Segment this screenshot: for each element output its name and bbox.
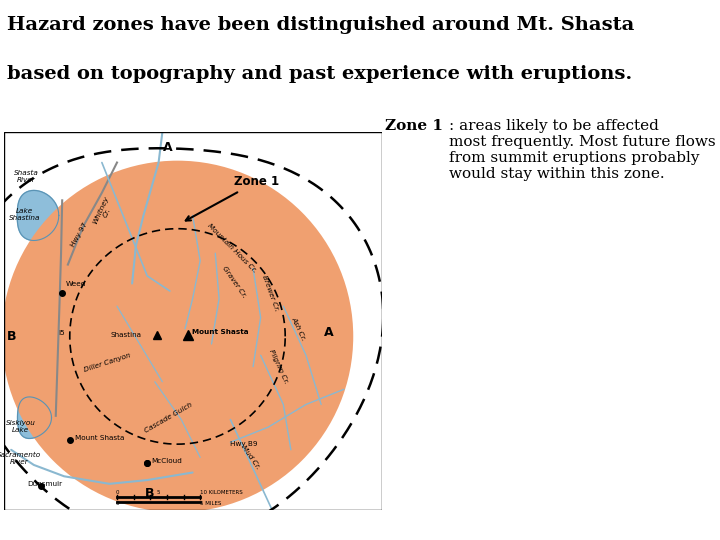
Text: Hazard zones have been distinguished around Mt. Shasta: Hazard zones have been distinguished aro… xyxy=(7,16,634,34)
Circle shape xyxy=(134,293,221,380)
Text: Mount Shasta: Mount Shasta xyxy=(76,435,125,442)
Text: Whitney
Cr.: Whitney Cr. xyxy=(91,195,116,228)
Circle shape xyxy=(1,160,354,512)
Text: B: B xyxy=(145,487,154,500)
Text: 5: 5 xyxy=(157,490,161,495)
Text: Sacramento
River: Sacramento River xyxy=(0,451,41,465)
Polygon shape xyxy=(17,397,52,438)
Text: 0: 0 xyxy=(115,501,119,507)
Text: Shasta
River: Shasta River xyxy=(14,170,39,183)
Circle shape xyxy=(70,229,285,444)
Text: based on topography and past experience with eruptions.: based on topography and past experience … xyxy=(7,65,632,83)
Text: Weed: Weed xyxy=(66,280,86,287)
Text: 10 KILOMETERS: 10 KILOMETERS xyxy=(200,490,243,495)
Text: Hwy 97: Hwy 97 xyxy=(70,221,89,248)
Text: 5 MILES: 5 MILES xyxy=(200,501,222,507)
Text: Siskiyou
Lake: Siskiyou Lake xyxy=(6,420,35,433)
Text: Graver Cr.: Graver Cr. xyxy=(221,265,247,299)
Text: Pilgrim Cr.: Pilgrim Cr. xyxy=(268,348,289,385)
Text: Ash Cr.: Ash Cr. xyxy=(291,316,307,342)
Text: Zone 1: Zone 1 xyxy=(186,175,279,220)
Text: B: B xyxy=(6,330,16,343)
Text: Dunsmuir: Dunsmuir xyxy=(27,481,63,487)
Circle shape xyxy=(104,262,251,410)
Text: A: A xyxy=(324,326,333,340)
Text: Mountain Hous Cr.: Mountain Hous Cr. xyxy=(206,222,257,273)
Text: : areas likely to be affected
most frequently. Most future flows
from summit eru: : areas likely to be affected most frequ… xyxy=(449,119,716,181)
Text: 0: 0 xyxy=(115,490,119,495)
Text: Cascade Gulch: Cascade Gulch xyxy=(143,402,193,434)
Text: McCloud: McCloud xyxy=(151,458,182,464)
Text: Zone 1: Zone 1 xyxy=(385,119,444,133)
Text: Brewer Cr.: Brewer Cr. xyxy=(261,274,279,312)
Text: Hwy B9: Hwy B9 xyxy=(230,441,258,447)
Text: Lake
Shastina: Lake Shastina xyxy=(9,208,40,221)
Text: Mud Cr.: Mud Cr. xyxy=(240,444,261,470)
Circle shape xyxy=(36,194,319,478)
Text: Diller Canyon: Diller Canyon xyxy=(84,353,132,373)
Text: A: A xyxy=(163,141,173,154)
Text: Mount Shasta: Mount Shasta xyxy=(192,329,248,335)
Polygon shape xyxy=(17,191,59,240)
Text: I5: I5 xyxy=(58,329,65,336)
Text: Shastina: Shastina xyxy=(111,332,142,338)
